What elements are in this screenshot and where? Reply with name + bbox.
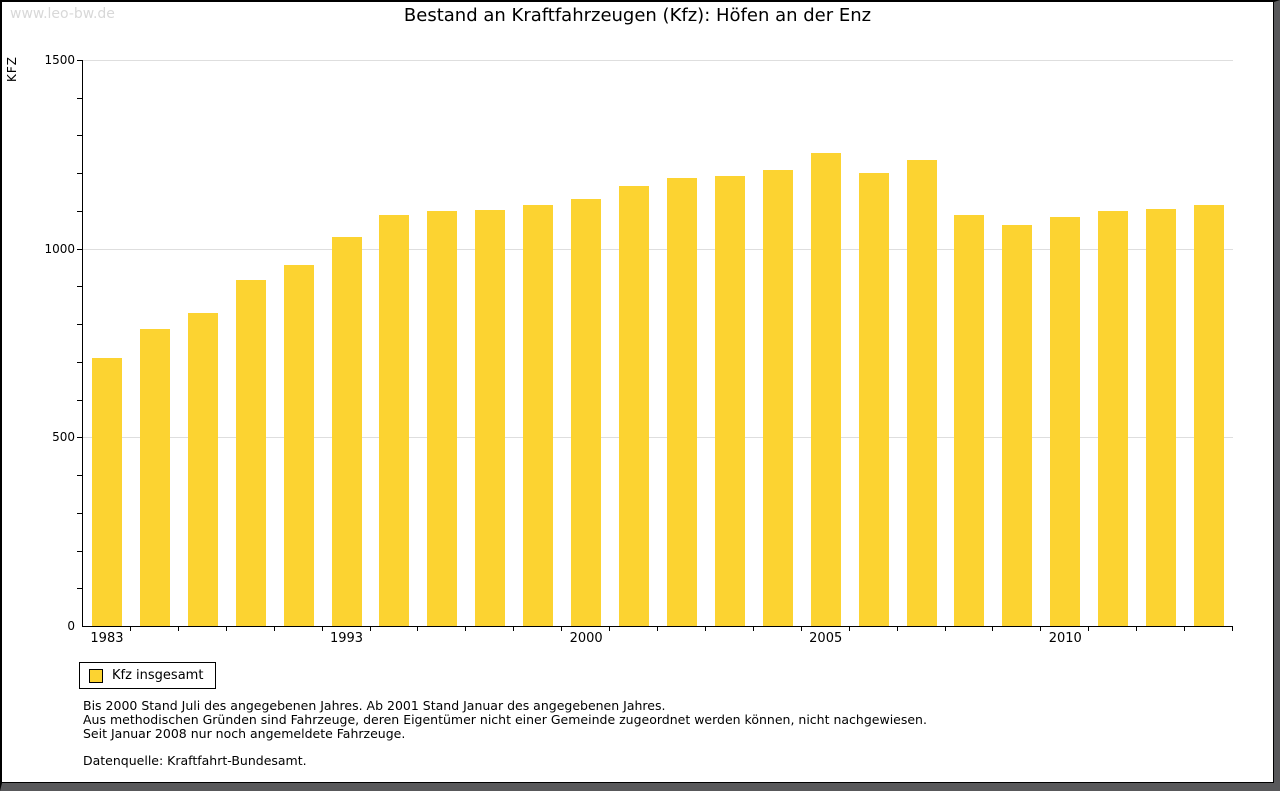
y-axis-label-500: 500 bbox=[52, 430, 75, 445]
x-tick bbox=[897, 627, 898, 631]
bar-1999 bbox=[523, 204, 554, 626]
x-tick bbox=[992, 627, 993, 631]
x-tick bbox=[226, 627, 227, 631]
x-tick bbox=[609, 627, 610, 631]
bar-2010 bbox=[1050, 216, 1081, 626]
x-tick bbox=[370, 627, 371, 631]
x-tick bbox=[322, 627, 323, 631]
y-axis-title: KFZ bbox=[5, 56, 19, 82]
bar-1989 bbox=[235, 280, 266, 626]
bar-2001 bbox=[619, 186, 650, 626]
y-tick bbox=[77, 550, 82, 552]
x-tick bbox=[561, 627, 562, 631]
x-tick bbox=[753, 627, 754, 631]
bar-2000 bbox=[571, 199, 602, 626]
y-tick bbox=[77, 210, 82, 212]
y-tick bbox=[77, 286, 82, 288]
y-tick bbox=[77, 475, 82, 477]
y-tick bbox=[77, 437, 82, 439]
bar-1995 bbox=[379, 214, 410, 626]
bar-2013 bbox=[1194, 204, 1225, 626]
y-axis-label-1500: 1500 bbox=[44, 53, 75, 67]
plot-area bbox=[82, 60, 1233, 627]
y-tick bbox=[77, 399, 82, 401]
x-tick bbox=[1136, 627, 1137, 631]
y-tick bbox=[77, 135, 82, 137]
y-axis-label-1000: 1000 bbox=[44, 241, 75, 256]
footnote-line: Bis 2000 Stand Juli des angegebenen Jahr… bbox=[83, 698, 666, 713]
watermark: www.leo-bw.de bbox=[10, 6, 115, 22]
footnote-line: Seit Januar 2008 nur noch angemeldete Fa… bbox=[83, 726, 406, 741]
bar-2008 bbox=[954, 214, 985, 626]
bar-1983 bbox=[91, 358, 122, 626]
x-axis-label-2010: 2010 bbox=[1048, 631, 1082, 646]
legend-box: Kfz insgesamt bbox=[79, 662, 217, 689]
x-tick bbox=[513, 627, 514, 631]
x-tick bbox=[945, 627, 946, 631]
gridline-1000 bbox=[83, 248, 1233, 250]
x-tick bbox=[705, 627, 706, 631]
bar-2005 bbox=[810, 152, 841, 626]
x-axis-label-2005: 2005 bbox=[809, 631, 843, 646]
bar-2011 bbox=[1098, 211, 1129, 626]
x-tick bbox=[1088, 627, 1089, 631]
x-tick bbox=[657, 627, 658, 631]
bar-1993 bbox=[331, 236, 362, 626]
data-source: Datenquelle: Kraftfahrt-Bundesamt. bbox=[83, 753, 307, 768]
x-tick bbox=[801, 627, 802, 631]
x-axis-label-2000: 2000 bbox=[569, 631, 603, 646]
y-tick bbox=[77, 173, 82, 175]
x-tick bbox=[130, 627, 131, 631]
y-axis-label-0: 0 bbox=[67, 619, 75, 633]
bar-2002 bbox=[666, 177, 697, 626]
footnotes: Bis 2000 Stand Juli des angegebenen Jahr… bbox=[83, 699, 927, 741]
x-tick bbox=[849, 627, 850, 631]
x-axis-label-1983: 1983 bbox=[90, 631, 124, 646]
x-tick bbox=[178, 627, 179, 631]
y-tick bbox=[77, 248, 82, 250]
bar-2009 bbox=[1002, 224, 1033, 626]
bar-2006 bbox=[858, 172, 889, 626]
x-tick bbox=[1232, 627, 1233, 631]
bar-2007 bbox=[906, 159, 937, 626]
footnote-line: Aus methodischen Gründen sind Fahrzeuge,… bbox=[83, 712, 927, 727]
chart-title: Bestand an Kraftfahrzeugen (Kfz): Höfen … bbox=[403, 5, 872, 26]
bar-1985 bbox=[139, 329, 170, 626]
gridline-1500 bbox=[83, 60, 1233, 61]
bar-2003 bbox=[714, 176, 745, 626]
legend-swatch-icon bbox=[89, 668, 103, 683]
y-tick bbox=[77, 324, 82, 326]
y-tick bbox=[77, 60, 82, 61]
y-tick bbox=[77, 512, 82, 514]
bar-2012 bbox=[1146, 209, 1177, 626]
y-tick bbox=[77, 588, 82, 590]
x-tick bbox=[417, 627, 418, 631]
gridline-500 bbox=[83, 437, 1233, 439]
legend-label: Kfz insgesamt bbox=[112, 668, 204, 683]
bar-1987 bbox=[187, 313, 218, 626]
x-tick bbox=[274, 627, 275, 631]
bar-2004 bbox=[762, 170, 793, 626]
bar-1997 bbox=[427, 210, 458, 626]
x-axis-label-1993: 1993 bbox=[329, 631, 364, 646]
x-tick bbox=[1184, 627, 1185, 631]
y-tick bbox=[77, 97, 82, 99]
y-tick bbox=[77, 361, 82, 363]
bar-1991 bbox=[283, 264, 314, 626]
bar-1998 bbox=[475, 209, 506, 626]
x-tick bbox=[465, 627, 466, 631]
x-tick bbox=[1040, 627, 1041, 631]
